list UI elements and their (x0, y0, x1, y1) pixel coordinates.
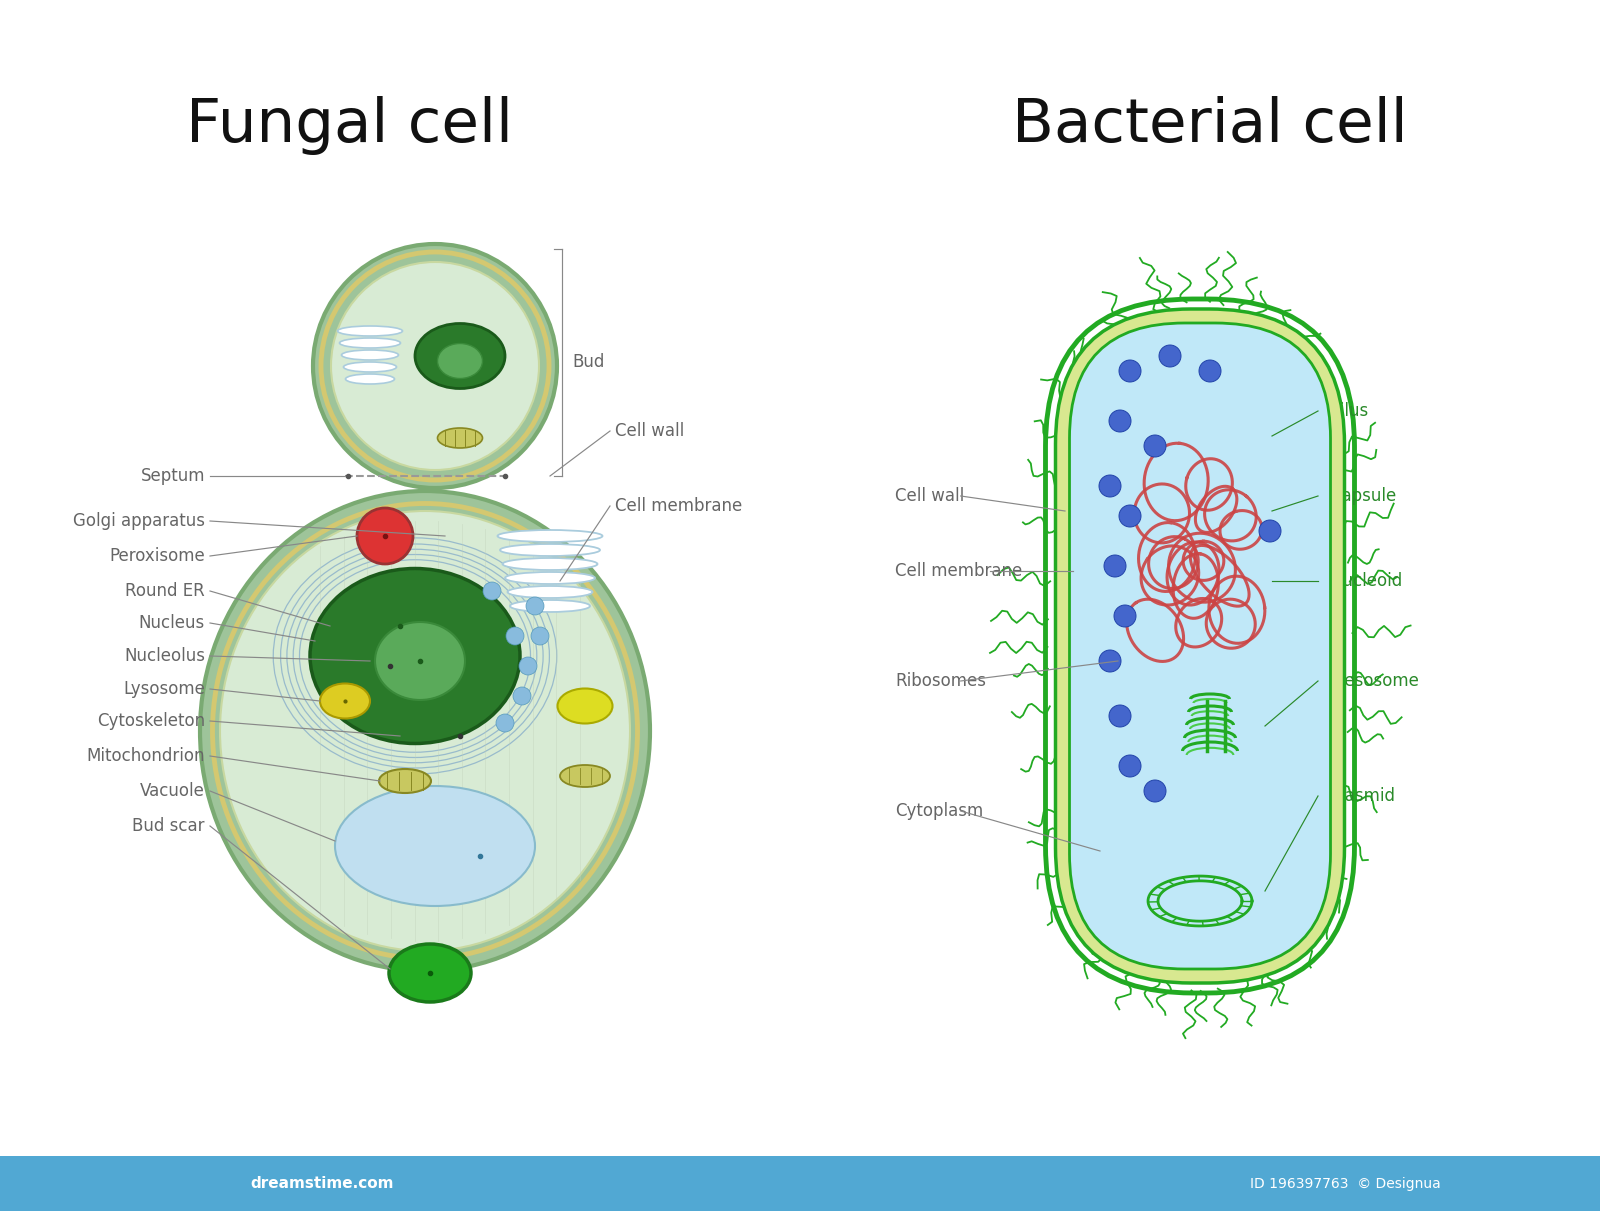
Ellipse shape (498, 530, 603, 543)
Circle shape (1099, 475, 1122, 497)
Text: Cytoskeleton: Cytoskeleton (98, 712, 205, 730)
Ellipse shape (339, 338, 400, 348)
Circle shape (1109, 705, 1131, 727)
FancyBboxPatch shape (1069, 323, 1331, 969)
Text: dreamstime.com: dreamstime.com (250, 1177, 394, 1192)
Circle shape (1198, 360, 1221, 381)
Circle shape (1109, 411, 1131, 432)
Circle shape (506, 627, 525, 645)
Ellipse shape (341, 350, 398, 360)
Text: Mesosome: Mesosome (1330, 672, 1419, 690)
Text: Vacuole: Vacuole (141, 782, 205, 800)
Circle shape (314, 243, 557, 488)
Ellipse shape (437, 427, 483, 448)
Ellipse shape (344, 362, 397, 372)
Text: Ribosomes: Ribosomes (894, 672, 986, 690)
Text: Golgi apparatus: Golgi apparatus (74, 512, 205, 530)
Circle shape (1114, 606, 1136, 627)
Ellipse shape (221, 511, 630, 951)
Text: Cell membrane: Cell membrane (614, 497, 742, 515)
Ellipse shape (310, 568, 520, 744)
Circle shape (526, 597, 544, 615)
Text: Cell membrane: Cell membrane (894, 562, 1022, 580)
Ellipse shape (200, 490, 650, 971)
Ellipse shape (560, 765, 610, 787)
Circle shape (514, 687, 531, 705)
Text: Pilus: Pilus (1330, 402, 1368, 420)
Circle shape (1118, 360, 1141, 381)
Circle shape (1099, 650, 1122, 672)
Text: Nucleoid: Nucleoid (1330, 572, 1402, 590)
Ellipse shape (374, 622, 466, 700)
Ellipse shape (334, 786, 534, 906)
Text: Cytoplasm: Cytoplasm (894, 802, 984, 820)
Circle shape (518, 658, 538, 675)
Ellipse shape (557, 689, 613, 723)
Text: Round ER: Round ER (125, 582, 205, 599)
Bar (0, 1157, 1600, 1211)
Text: Bud: Bud (571, 354, 605, 372)
Text: Plasmid: Plasmid (1330, 787, 1395, 805)
Circle shape (1104, 555, 1126, 576)
Text: Peroxisome: Peroxisome (109, 547, 205, 566)
Circle shape (1158, 345, 1181, 367)
Ellipse shape (379, 769, 430, 793)
Circle shape (1118, 754, 1141, 777)
Text: Mitochondrion: Mitochondrion (86, 747, 205, 765)
Ellipse shape (338, 326, 403, 335)
Ellipse shape (510, 599, 590, 612)
Text: Fungal cell: Fungal cell (187, 97, 514, 155)
Circle shape (496, 714, 514, 731)
Circle shape (1118, 505, 1141, 527)
Text: Bud scar: Bud scar (133, 817, 205, 836)
Ellipse shape (320, 683, 370, 718)
Ellipse shape (506, 572, 595, 584)
Ellipse shape (389, 945, 470, 1001)
Text: ID 196397763  © Designua: ID 196397763 © Designua (1250, 1177, 1440, 1190)
Circle shape (1144, 435, 1166, 457)
Text: Lysosome: Lysosome (123, 681, 205, 698)
Text: Capsule: Capsule (1330, 487, 1397, 505)
Text: Nucleolus: Nucleolus (123, 647, 205, 665)
Text: Cell wall: Cell wall (894, 487, 965, 505)
Text: Cell wall: Cell wall (614, 421, 685, 440)
Ellipse shape (346, 374, 395, 384)
Text: Bacterial cell: Bacterial cell (1013, 97, 1408, 155)
Circle shape (531, 627, 549, 645)
Ellipse shape (502, 558, 597, 570)
FancyBboxPatch shape (1056, 309, 1344, 983)
Circle shape (1144, 780, 1166, 802)
Ellipse shape (507, 586, 592, 598)
Circle shape (1259, 520, 1282, 543)
Ellipse shape (499, 544, 600, 556)
Circle shape (331, 262, 539, 470)
Text: Septum: Septum (141, 467, 205, 484)
Ellipse shape (414, 323, 506, 389)
Ellipse shape (437, 344, 483, 379)
Text: Nucleus: Nucleus (139, 614, 205, 632)
Circle shape (483, 582, 501, 599)
Circle shape (357, 507, 413, 564)
